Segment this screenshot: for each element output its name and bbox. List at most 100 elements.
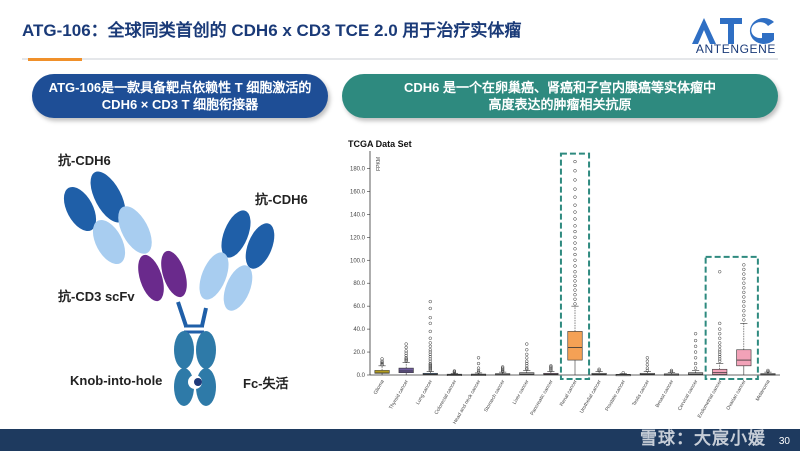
outlier-point xyxy=(742,286,746,290)
outlier-point xyxy=(428,352,432,356)
outlier-point xyxy=(525,366,529,370)
outlier-point xyxy=(500,366,505,370)
x-category-label: Testis cancer xyxy=(631,379,651,408)
outlier-point xyxy=(500,365,505,369)
outlier-point xyxy=(573,264,577,268)
outlier-point xyxy=(718,327,722,331)
outlier-point xyxy=(645,356,650,360)
antengene-logo xyxy=(692,18,774,45)
outlier-point xyxy=(718,332,722,336)
outlier-point xyxy=(573,169,577,173)
outlier-point xyxy=(718,321,722,326)
outlier-point xyxy=(573,178,577,182)
box xyxy=(712,368,728,375)
outlier-point xyxy=(428,315,432,320)
outlier-point xyxy=(742,309,746,313)
outlier-point xyxy=(573,241,577,245)
outlier-point xyxy=(742,281,746,285)
cd3-scfv-domain-2 xyxy=(161,250,187,298)
outlier-point xyxy=(404,357,408,361)
outlier-point xyxy=(380,361,384,366)
outlier-point xyxy=(428,306,432,311)
box xyxy=(567,331,583,361)
outlier-point xyxy=(669,369,674,374)
outlier-point xyxy=(428,357,432,361)
highlight-box xyxy=(559,152,591,380)
outlier-point xyxy=(693,332,698,336)
pill-left-line2: CDH6 × CD3 T 细胞衔接器 xyxy=(101,97,259,112)
outlier-point xyxy=(597,367,601,371)
outlier-point xyxy=(718,336,722,340)
x-category-label: Cervical cancer xyxy=(677,379,700,412)
antibody-diagram xyxy=(63,171,275,406)
outlier-point xyxy=(428,368,432,373)
outlier-point xyxy=(669,368,674,373)
logo-text: ANTENGENE xyxy=(695,42,776,56)
outlier-point xyxy=(573,210,577,214)
title-accent xyxy=(28,58,82,61)
outlier-point xyxy=(428,299,432,304)
outlier-point xyxy=(525,364,529,368)
outlier-point xyxy=(573,217,577,221)
outlier-point xyxy=(428,365,432,369)
left-arm-inner-domain xyxy=(118,206,152,254)
outlier-point xyxy=(428,354,432,359)
outlier-point xyxy=(742,272,746,276)
outlier-point xyxy=(404,342,408,346)
outlier-point xyxy=(428,344,432,348)
outlier-point xyxy=(573,224,577,228)
outlier-point xyxy=(476,361,481,366)
outlier-point xyxy=(404,359,408,363)
label-knob-into-hole: Knob-into-hole xyxy=(70,373,163,388)
fc-domain-right-bottom xyxy=(196,368,216,406)
y-tick-label: 100.0 xyxy=(350,258,366,264)
right-arm-outer-domain xyxy=(221,210,251,258)
outlier-point xyxy=(573,302,577,306)
cd3-scfv-domain-1 xyxy=(138,254,164,302)
outlier-point xyxy=(573,279,577,283)
outlier-point xyxy=(573,252,577,257)
label-anti-cd3-scfv: 抗-CD3 scFv xyxy=(58,289,135,304)
outlier-point xyxy=(693,361,698,366)
outlier-point xyxy=(500,369,505,374)
box xyxy=(398,367,414,374)
outlier-point xyxy=(525,348,529,352)
outlier-point xyxy=(452,371,457,375)
outlier-point xyxy=(718,352,722,356)
outlier-point xyxy=(476,370,481,374)
right-arm-outer-light-domain xyxy=(245,223,275,269)
outlier-point xyxy=(573,283,577,288)
outlier-point xyxy=(476,368,481,373)
outlier-point xyxy=(718,357,722,361)
label-anti-cdh6-right: 抗-CDH6 xyxy=(255,192,308,207)
slide-title: ATG-106：全球同类首创的 CDH6 x CD3 TCE 2.0 用于治疗实… xyxy=(22,21,522,40)
box xyxy=(736,349,752,367)
outlier-point xyxy=(380,363,384,367)
outlier-point xyxy=(404,358,408,362)
right-arm-inner-light-domain xyxy=(223,265,253,311)
outlier-point xyxy=(742,313,746,317)
fc-domain-right-top xyxy=(196,331,216,369)
tcga-boxplot: TCGA Data Set 0.0 20.0 40.0 60.0 80.0 100.0 120… xyxy=(348,139,780,426)
outlier-point xyxy=(742,295,746,299)
fc-domain-left-top xyxy=(174,331,194,369)
outlier-point xyxy=(573,235,577,239)
outlier-point xyxy=(549,367,553,371)
x-category-label: Stomach cancer xyxy=(483,379,506,414)
outlier-point xyxy=(428,361,432,366)
outlier-point xyxy=(573,258,577,262)
outlier-point xyxy=(573,195,577,199)
y-tick-label: 0.0 xyxy=(357,373,366,379)
outlier-point xyxy=(573,274,577,278)
outlier-point xyxy=(766,368,770,373)
x-category-label: Urothelial cancer xyxy=(579,379,603,415)
x-category-label: Melanoma xyxy=(755,379,772,402)
x-category-label: Breast cancer xyxy=(655,379,676,409)
box xyxy=(688,372,704,375)
x-category-label: Head and neck cancer xyxy=(452,379,482,426)
outlier-point xyxy=(476,356,481,360)
outlier-point xyxy=(525,361,529,366)
outlier-point xyxy=(428,336,432,340)
outlier-point xyxy=(404,353,408,358)
outlier-point xyxy=(573,288,577,292)
